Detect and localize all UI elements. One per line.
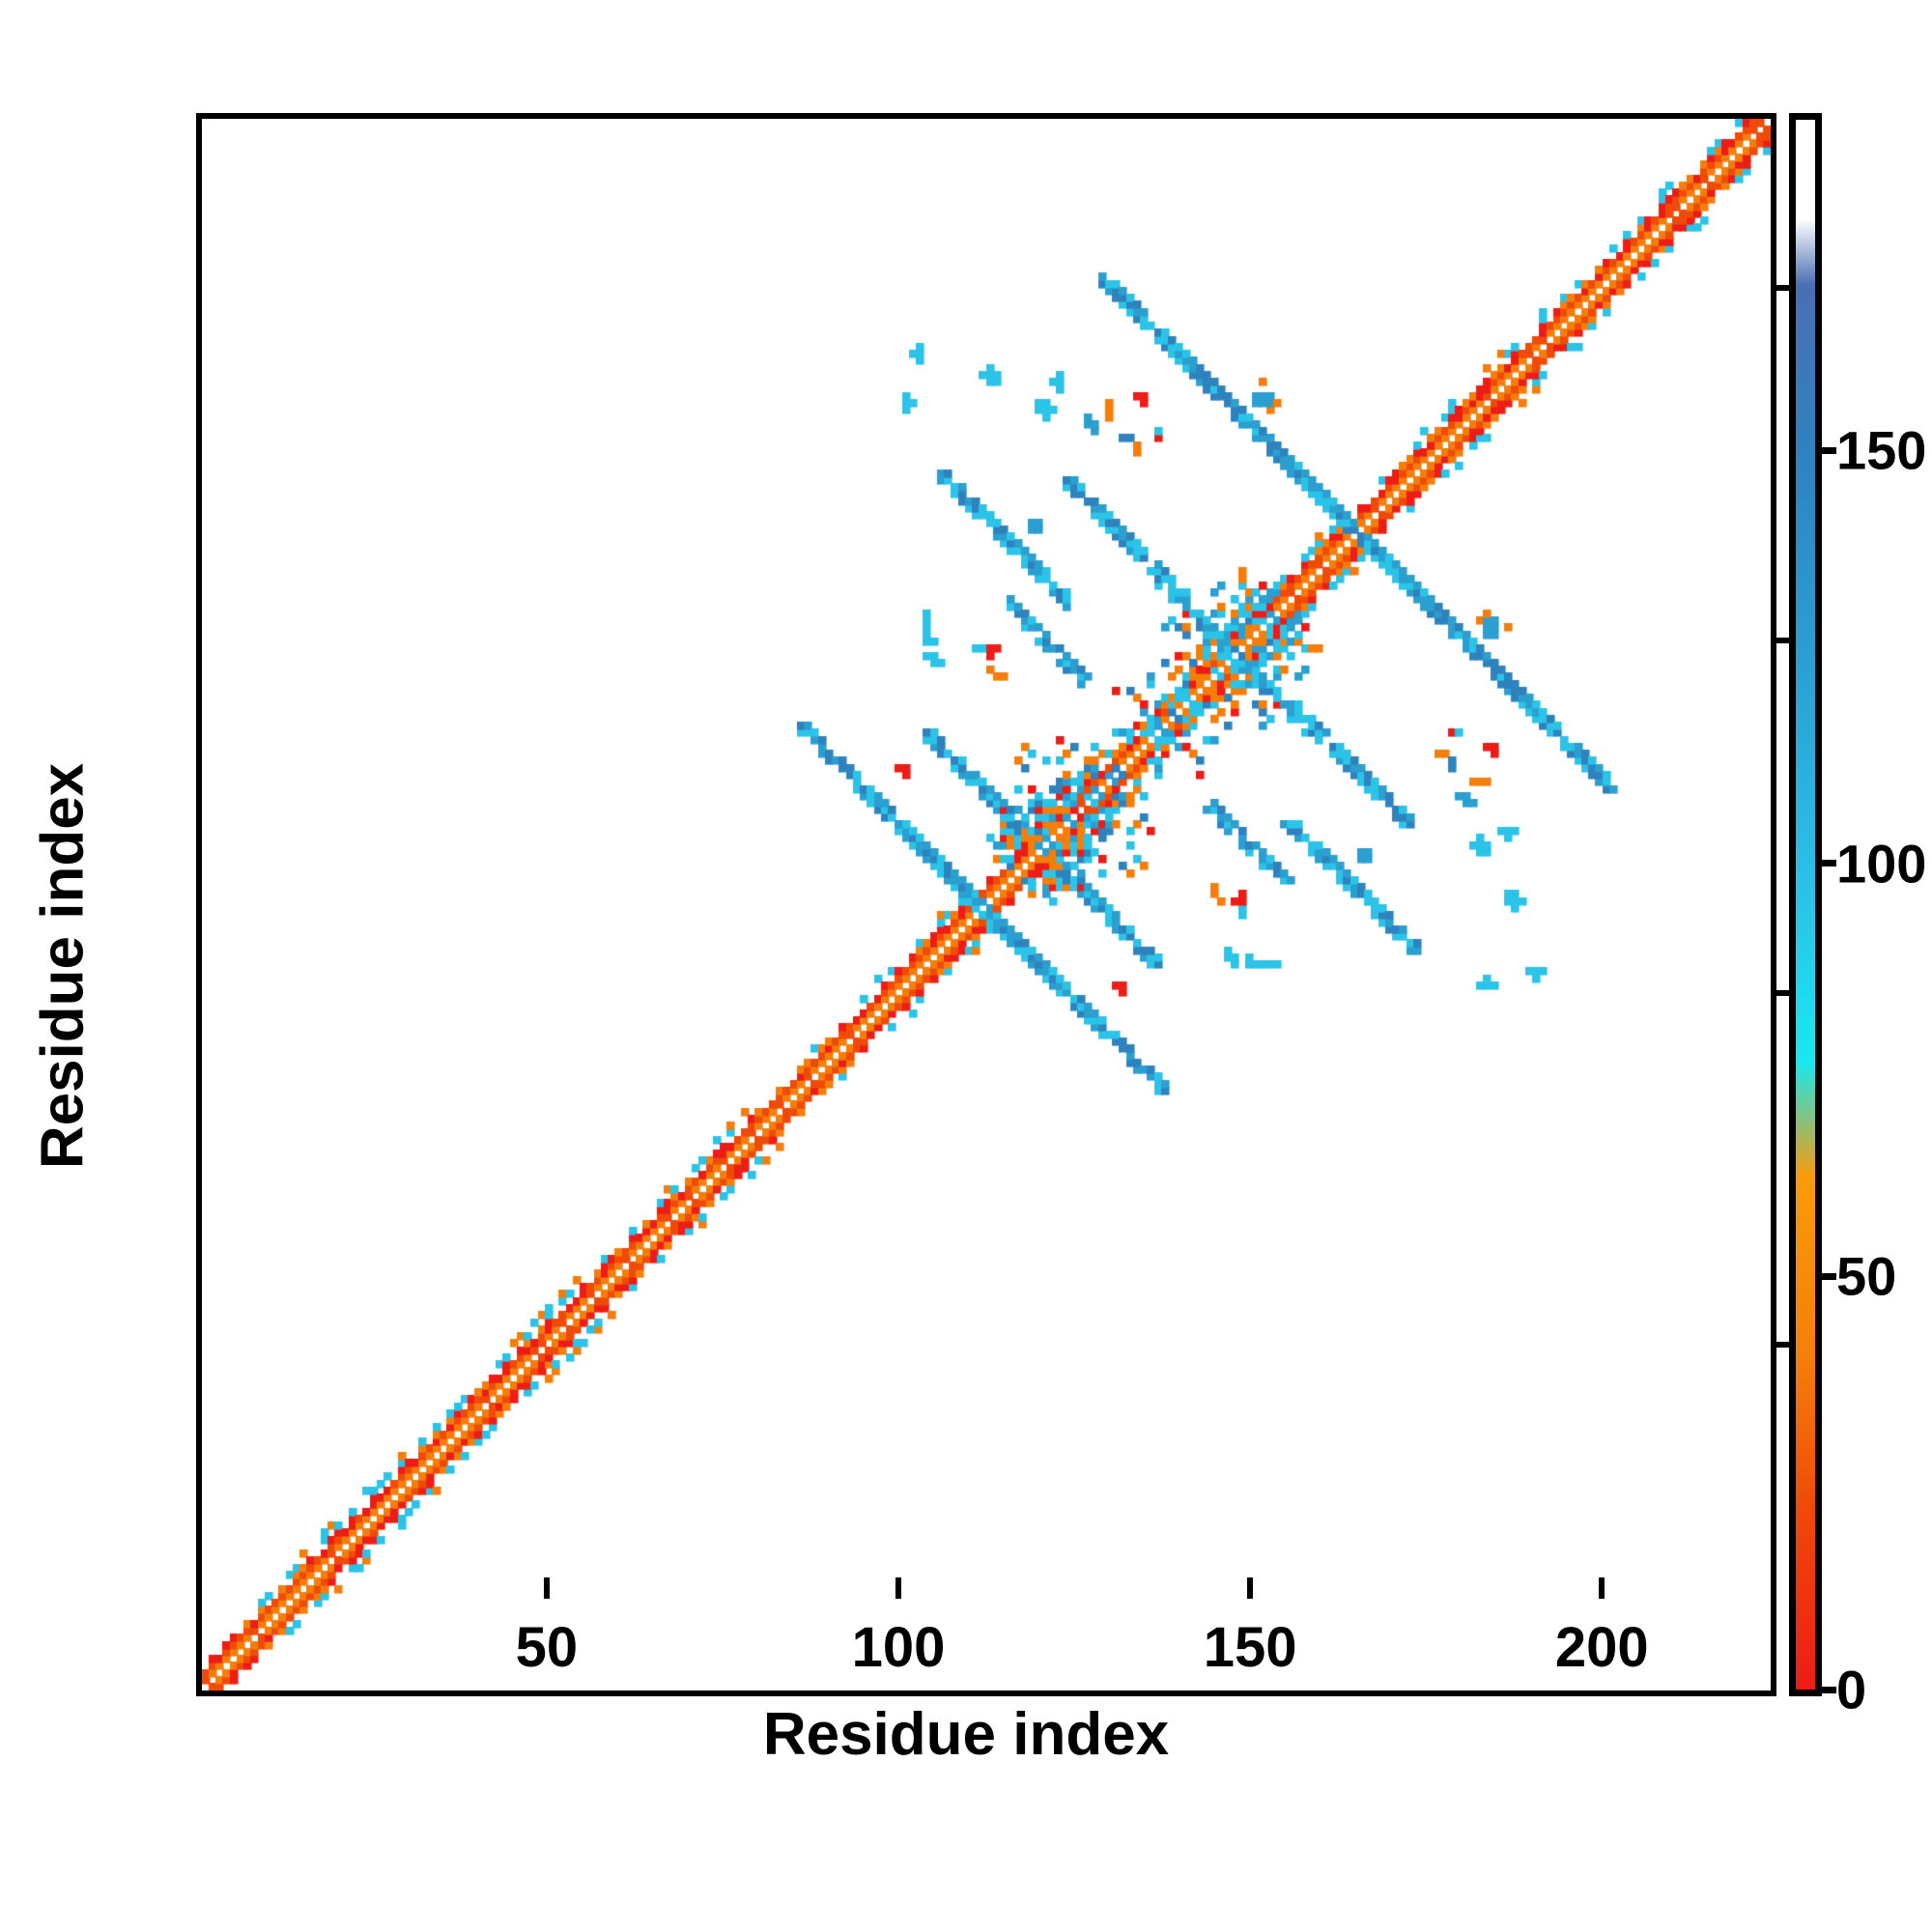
colorbar-tick-label-100: 100	[1836, 833, 1927, 895]
x-axis-tick-label-100: 100	[851, 1616, 946, 1679]
colorbar-tick-150	[1822, 446, 1836, 454]
heatmap-plot-frame	[196, 113, 1776, 1696]
x-axis-tick-50	[543, 1577, 550, 1599]
y-axis-tick-50	[1771, 1342, 1792, 1349]
y-axis-tick-100	[1771, 989, 1792, 996]
colorbar-tick-label-50: 50	[1836, 1245, 1897, 1307]
colorbar-tick-50	[1822, 1272, 1836, 1280]
colorbar-tick-label-150: 150	[1836, 419, 1927, 481]
x-axis-tick-100	[895, 1577, 901, 1599]
colorbar-gradient	[1796, 120, 1815, 1690]
y-axis-tick-200	[1771, 285, 1792, 292]
colorbar	[1789, 113, 1822, 1696]
x-axis-tick-150	[1247, 1577, 1254, 1599]
y-axis-tick-150	[1771, 637, 1792, 643]
colorbar-tick-100	[1822, 860, 1836, 867]
contact-map-heatmap	[202, 119, 1771, 1690]
x-axis-title: Residue index	[762, 1701, 1170, 1768]
colorbar-tick-label-0: 0	[1836, 1659, 1867, 1720]
y-axis-title: Residue index	[29, 762, 97, 1170]
colorbar-tick-0	[1822, 1686, 1836, 1693]
x-axis-tick-label-200: 200	[1554, 1616, 1649, 1679]
x-axis-tick-label-50: 50	[515, 1616, 579, 1679]
x-axis-tick-200	[1599, 1577, 1605, 1599]
x-axis-tick-label-150: 150	[1203, 1616, 1297, 1679]
